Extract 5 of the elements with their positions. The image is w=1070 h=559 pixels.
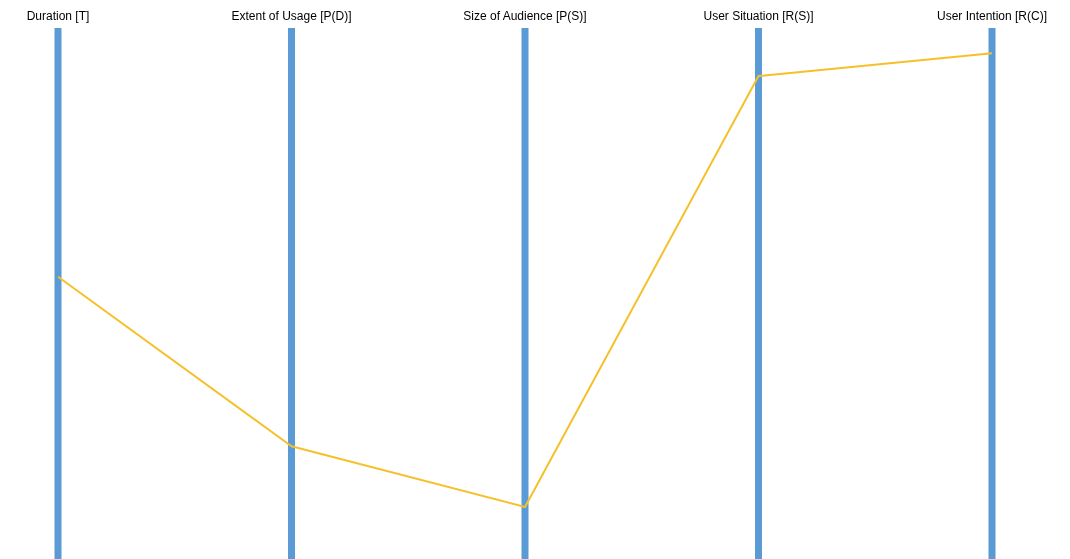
x-tick-label: User Intention [R(C)] [936,9,1048,23]
x-tick-label: Size of Audience [P(S)] [463,9,587,23]
x-tick-label: User Situation [R(S)] [703,9,814,23]
x-tick-label: Extent of Usage [P(D)] [231,9,352,23]
x-tick-label: Duration [T] [26,9,90,23]
